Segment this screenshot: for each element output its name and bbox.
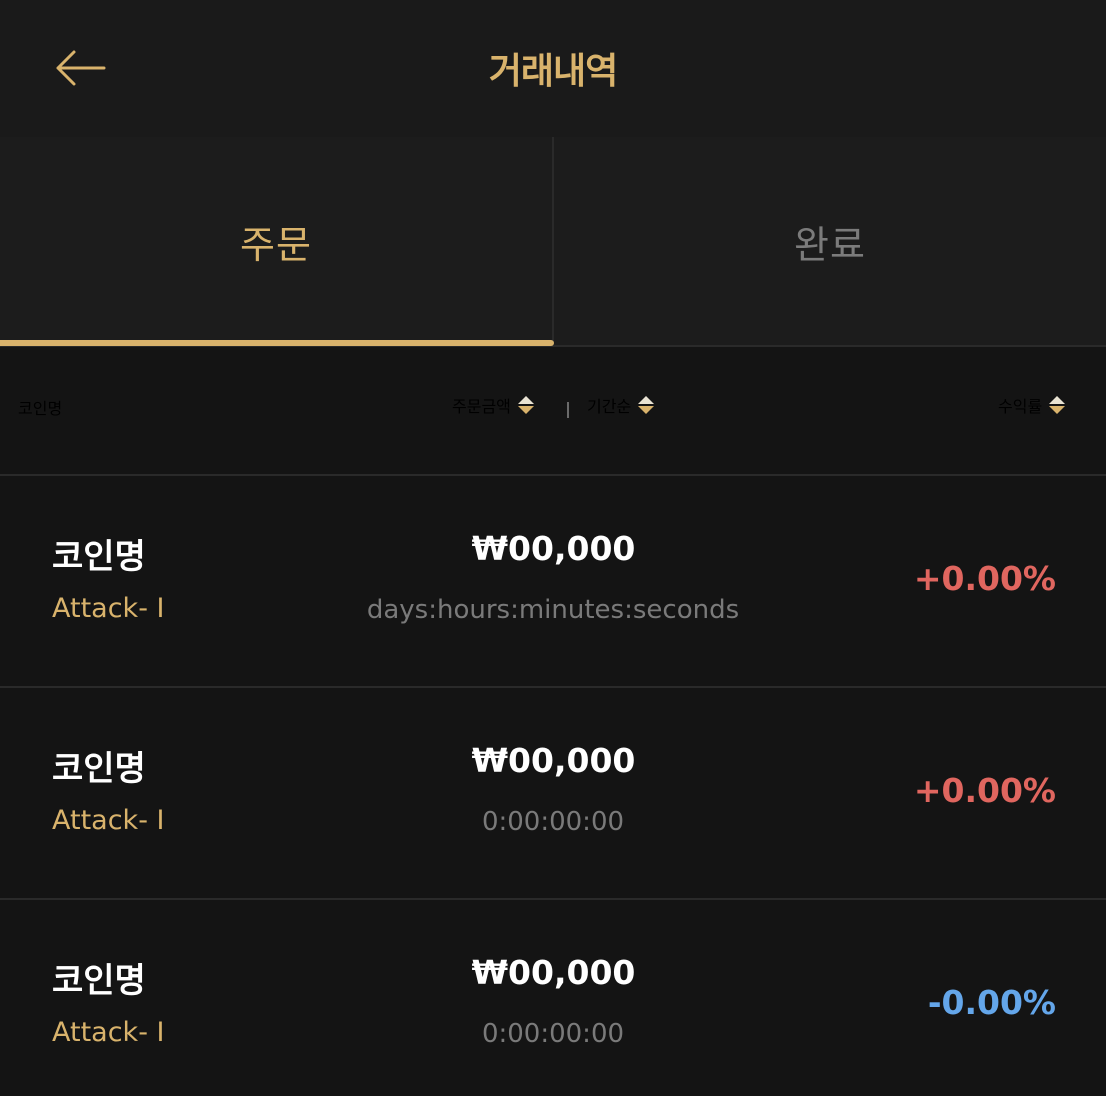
tab-order-label: 주문	[240, 222, 312, 267]
sort-amount-button[interactable]: 주문금액	[452, 393, 534, 417]
list-item[interactable]: 코인명 Attack- I ₩00,000 0:00:00:00 +0.00%	[0, 689, 1106, 900]
column-divider	[567, 402, 569, 418]
strategy-name: Attack- I	[52, 805, 165, 836]
column-rate-label: 수익률	[998, 397, 1043, 416]
list-item[interactable]: 코인명 Attack- I ₩00,000 0:00:00:00 -0.00%	[0, 901, 1106, 1096]
sort-icon	[517, 396, 534, 414]
sort-rate-button[interactable]: 수익률	[998, 393, 1066, 417]
arrow-left-icon	[56, 50, 106, 86]
top-app-bar: 거래내역	[0, 0, 1106, 137]
order-amount: ₩00,000	[471, 953, 636, 992]
tab-completed[interactable]: 완료	[554, 137, 1106, 345]
sort-icon	[1049, 396, 1066, 414]
coin-name: 코인명	[52, 961, 146, 1001]
order-amount: ₩00,000	[471, 741, 636, 780]
order-duration: days:hours:minutes:seconds	[366, 595, 740, 625]
coin-name: 코인명	[52, 537, 146, 577]
column-header	[0, 349, 1106, 476]
profit-rate: +0.00%	[913, 771, 1056, 810]
active-tab-indicator	[0, 340, 554, 346]
strategy-name: Attack- I	[52, 1017, 165, 1048]
tab-bar: 주문 완료	[0, 137, 1106, 347]
tab-order[interactable]: 주문	[0, 137, 554, 345]
column-coin: 코인명	[18, 395, 62, 419]
order-duration: 0:00:00:00	[481, 807, 625, 837]
order-duration: 0:00:00:00	[481, 1019, 625, 1049]
back-button[interactable]	[46, 40, 114, 96]
profit-rate: -0.00%	[927, 983, 1056, 1022]
list-item[interactable]: 코인명 Attack- I ₩00,000 days:hours:minutes…	[0, 477, 1106, 688]
tab-completed-label: 완료	[794, 222, 866, 267]
sort-icon	[638, 396, 655, 414]
strategy-name: Attack- I	[52, 593, 165, 624]
coin-name: 코인명	[52, 749, 146, 789]
sort-period-button[interactable]: 기간순	[587, 393, 655, 417]
order-amount: ₩00,000	[471, 529, 636, 568]
page-title: 거래내역	[488, 51, 618, 92]
column-coin-label: 코인명	[18, 399, 63, 418]
column-amount-label: 주문금액	[452, 397, 511, 416]
profit-rate: +0.00%	[913, 559, 1056, 598]
column-period-label: 기간순	[587, 397, 632, 416]
